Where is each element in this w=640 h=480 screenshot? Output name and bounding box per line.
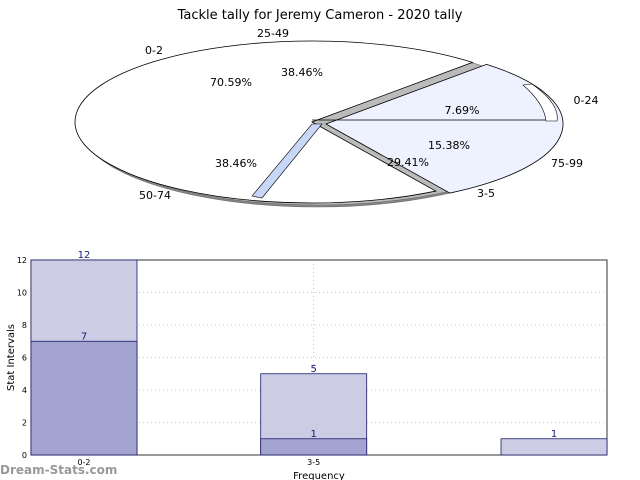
pie-percent-label: 29.41%	[387, 156, 429, 169]
pie-percent-label: 15.38%	[428, 139, 470, 152]
bar-s1-0-2	[30, 340, 138, 456]
pie-label: 0-24	[574, 94, 599, 107]
pie-wedge-0-24	[522, 83, 558, 122]
pie-label: 75-99	[551, 157, 583, 170]
y-tick-label: 8	[22, 321, 27, 330]
pie-wedge-50-74	[251, 123, 323, 199]
y-tick-label: 10	[17, 289, 27, 298]
bar-s0-cat2	[500, 438, 608, 456]
bar-s1-3-5	[260, 438, 368, 456]
pie-percent-label: 38.46%	[215, 157, 257, 170]
bar-value-label: 5	[311, 364, 317, 375]
bar-value-label: 1	[311, 429, 317, 440]
y-tick-label: 0	[22, 451, 27, 460]
pie-label: 3-5	[477, 187, 495, 200]
bar-value-label: 7	[81, 331, 87, 342]
chart-title: Tackle tally for Jeremy Cameron - 2020 t…	[177, 8, 463, 23]
y-tick-label: 12	[17, 256, 27, 265]
x-axis-label: Frequency	[293, 471, 345, 480]
pie-percent-label: 70.59%	[210, 76, 252, 89]
pie-slice-3-5	[325, 63, 564, 194]
pie-label: 50-74	[139, 189, 171, 202]
pie-percent-label: 7.69%	[445, 104, 480, 117]
y-axis-label: Stat Intervals	[6, 324, 17, 391]
watermark: Dream-Stats.com	[0, 463, 117, 477]
y-tick-label: 2	[22, 419, 27, 428]
bar-value-label: 12	[78, 250, 91, 261]
y-tick-label: 6	[22, 354, 27, 363]
pie-slice-0-2	[74, 40, 474, 204]
pie-chart: 0-2 70.59% 3-5 29.41% 25-49 38.46% 0-24 7.69% 75…	[74, 27, 599, 208]
x-tick-label: 3-5	[307, 458, 320, 467]
y-tick-label: 4	[22, 386, 27, 395]
pie-label: 25-49	[257, 27, 289, 40]
bar-chart: 0 2 4 6 8 10 12 12 5 1 7 1 0-2 3-5 Frequency Stat Inter…	[6, 250, 608, 480]
bar-value-label: 1	[551, 429, 557, 440]
pie-label: 0-2	[145, 44, 163, 57]
x-tick-label: 0-2	[77, 458, 90, 467]
pie-percent-label: 38.46%	[281, 66, 323, 79]
